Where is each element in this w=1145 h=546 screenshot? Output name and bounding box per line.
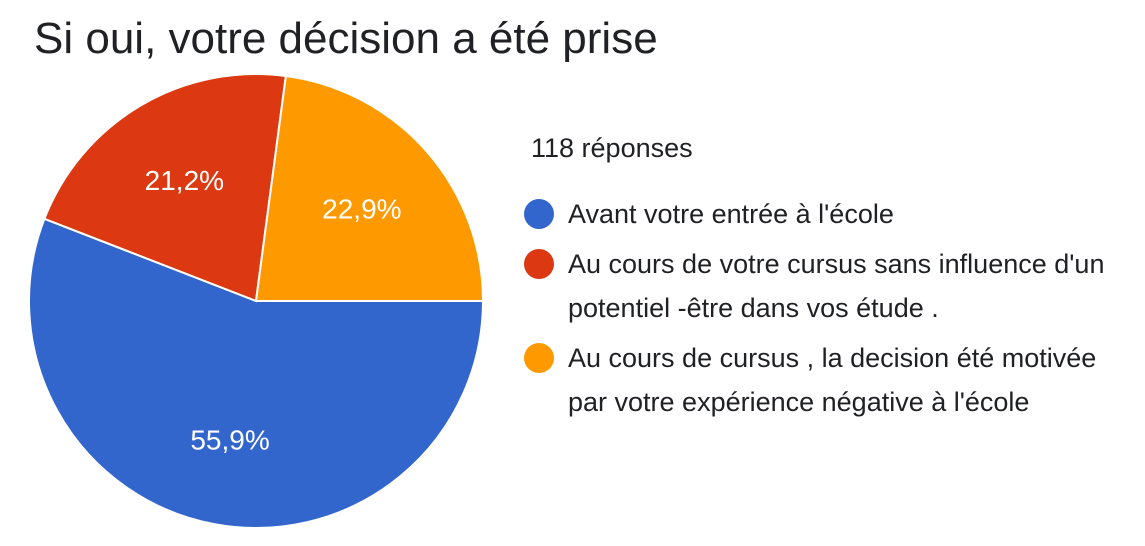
legend: Avant votre entrée à l'école Au cours de… <box>524 192 1124 430</box>
legend-marker <box>524 343 554 373</box>
pie-label-avant: 55,9% <box>190 424 269 455</box>
pie-slice-au-cours-experience-negative <box>254 74 485 302</box>
response-count: 118 réponses <box>531 133 693 163</box>
pie-label-au-cours-experience-negative: 22,9% <box>322 193 401 224</box>
pie-chart: 55,9% 21,2% 22,9% <box>28 73 485 529</box>
legend-marker <box>524 199 554 229</box>
pie-label-au-cours-sans-influence: 21,2% <box>145 165 224 196</box>
legend-item-au-cours-experience-negative[interactable]: Au cours de cursus , la decision été mot… <box>524 336 1124 424</box>
legend-label: Avant votre entrée à l'école <box>568 199 894 229</box>
legend-item-au-cours-sans-influence[interactable]: Au cours de votre cursus sans influence … <box>524 242 1124 330</box>
pie-slice-avant <box>28 217 485 529</box>
pie-slice-au-cours-sans-influence <box>43 73 287 303</box>
chart-title: Si oui, votre décision a été prise <box>34 14 658 63</box>
legend-label: Au cours de votre cursus sans influence … <box>568 249 1105 323</box>
legend-marker <box>524 249 554 279</box>
legend-item-avant[interactable]: Avant votre entrée à l'école <box>524 192 1124 236</box>
legend-label: Au cours de cursus , la decision été mot… <box>568 343 1097 417</box>
